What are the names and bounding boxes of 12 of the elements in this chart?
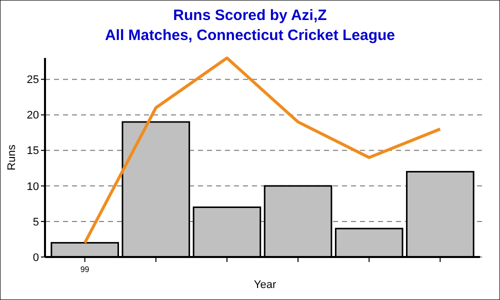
y-tick-label: 10 bbox=[26, 180, 39, 193]
chart-title: Runs Scored by Azi,Z bbox=[173, 7, 327, 24]
y-tick-label: 15 bbox=[26, 145, 39, 158]
y-tick-label: 25 bbox=[26, 74, 39, 86]
y-tick-label: 20 bbox=[26, 110, 39, 122]
chart-subtitle: All Matches, Connecticut Cricket League bbox=[104, 27, 396, 44]
y-tick-label: 0 bbox=[32, 252, 39, 264]
y-axis-title: Runs bbox=[6, 144, 18, 170]
y-tick-label: 5 bbox=[32, 216, 39, 228]
line-series bbox=[83, 56, 442, 244]
x-axis-title: Year bbox=[254, 279, 276, 291]
x-tick-label: 99 bbox=[80, 265, 90, 274]
